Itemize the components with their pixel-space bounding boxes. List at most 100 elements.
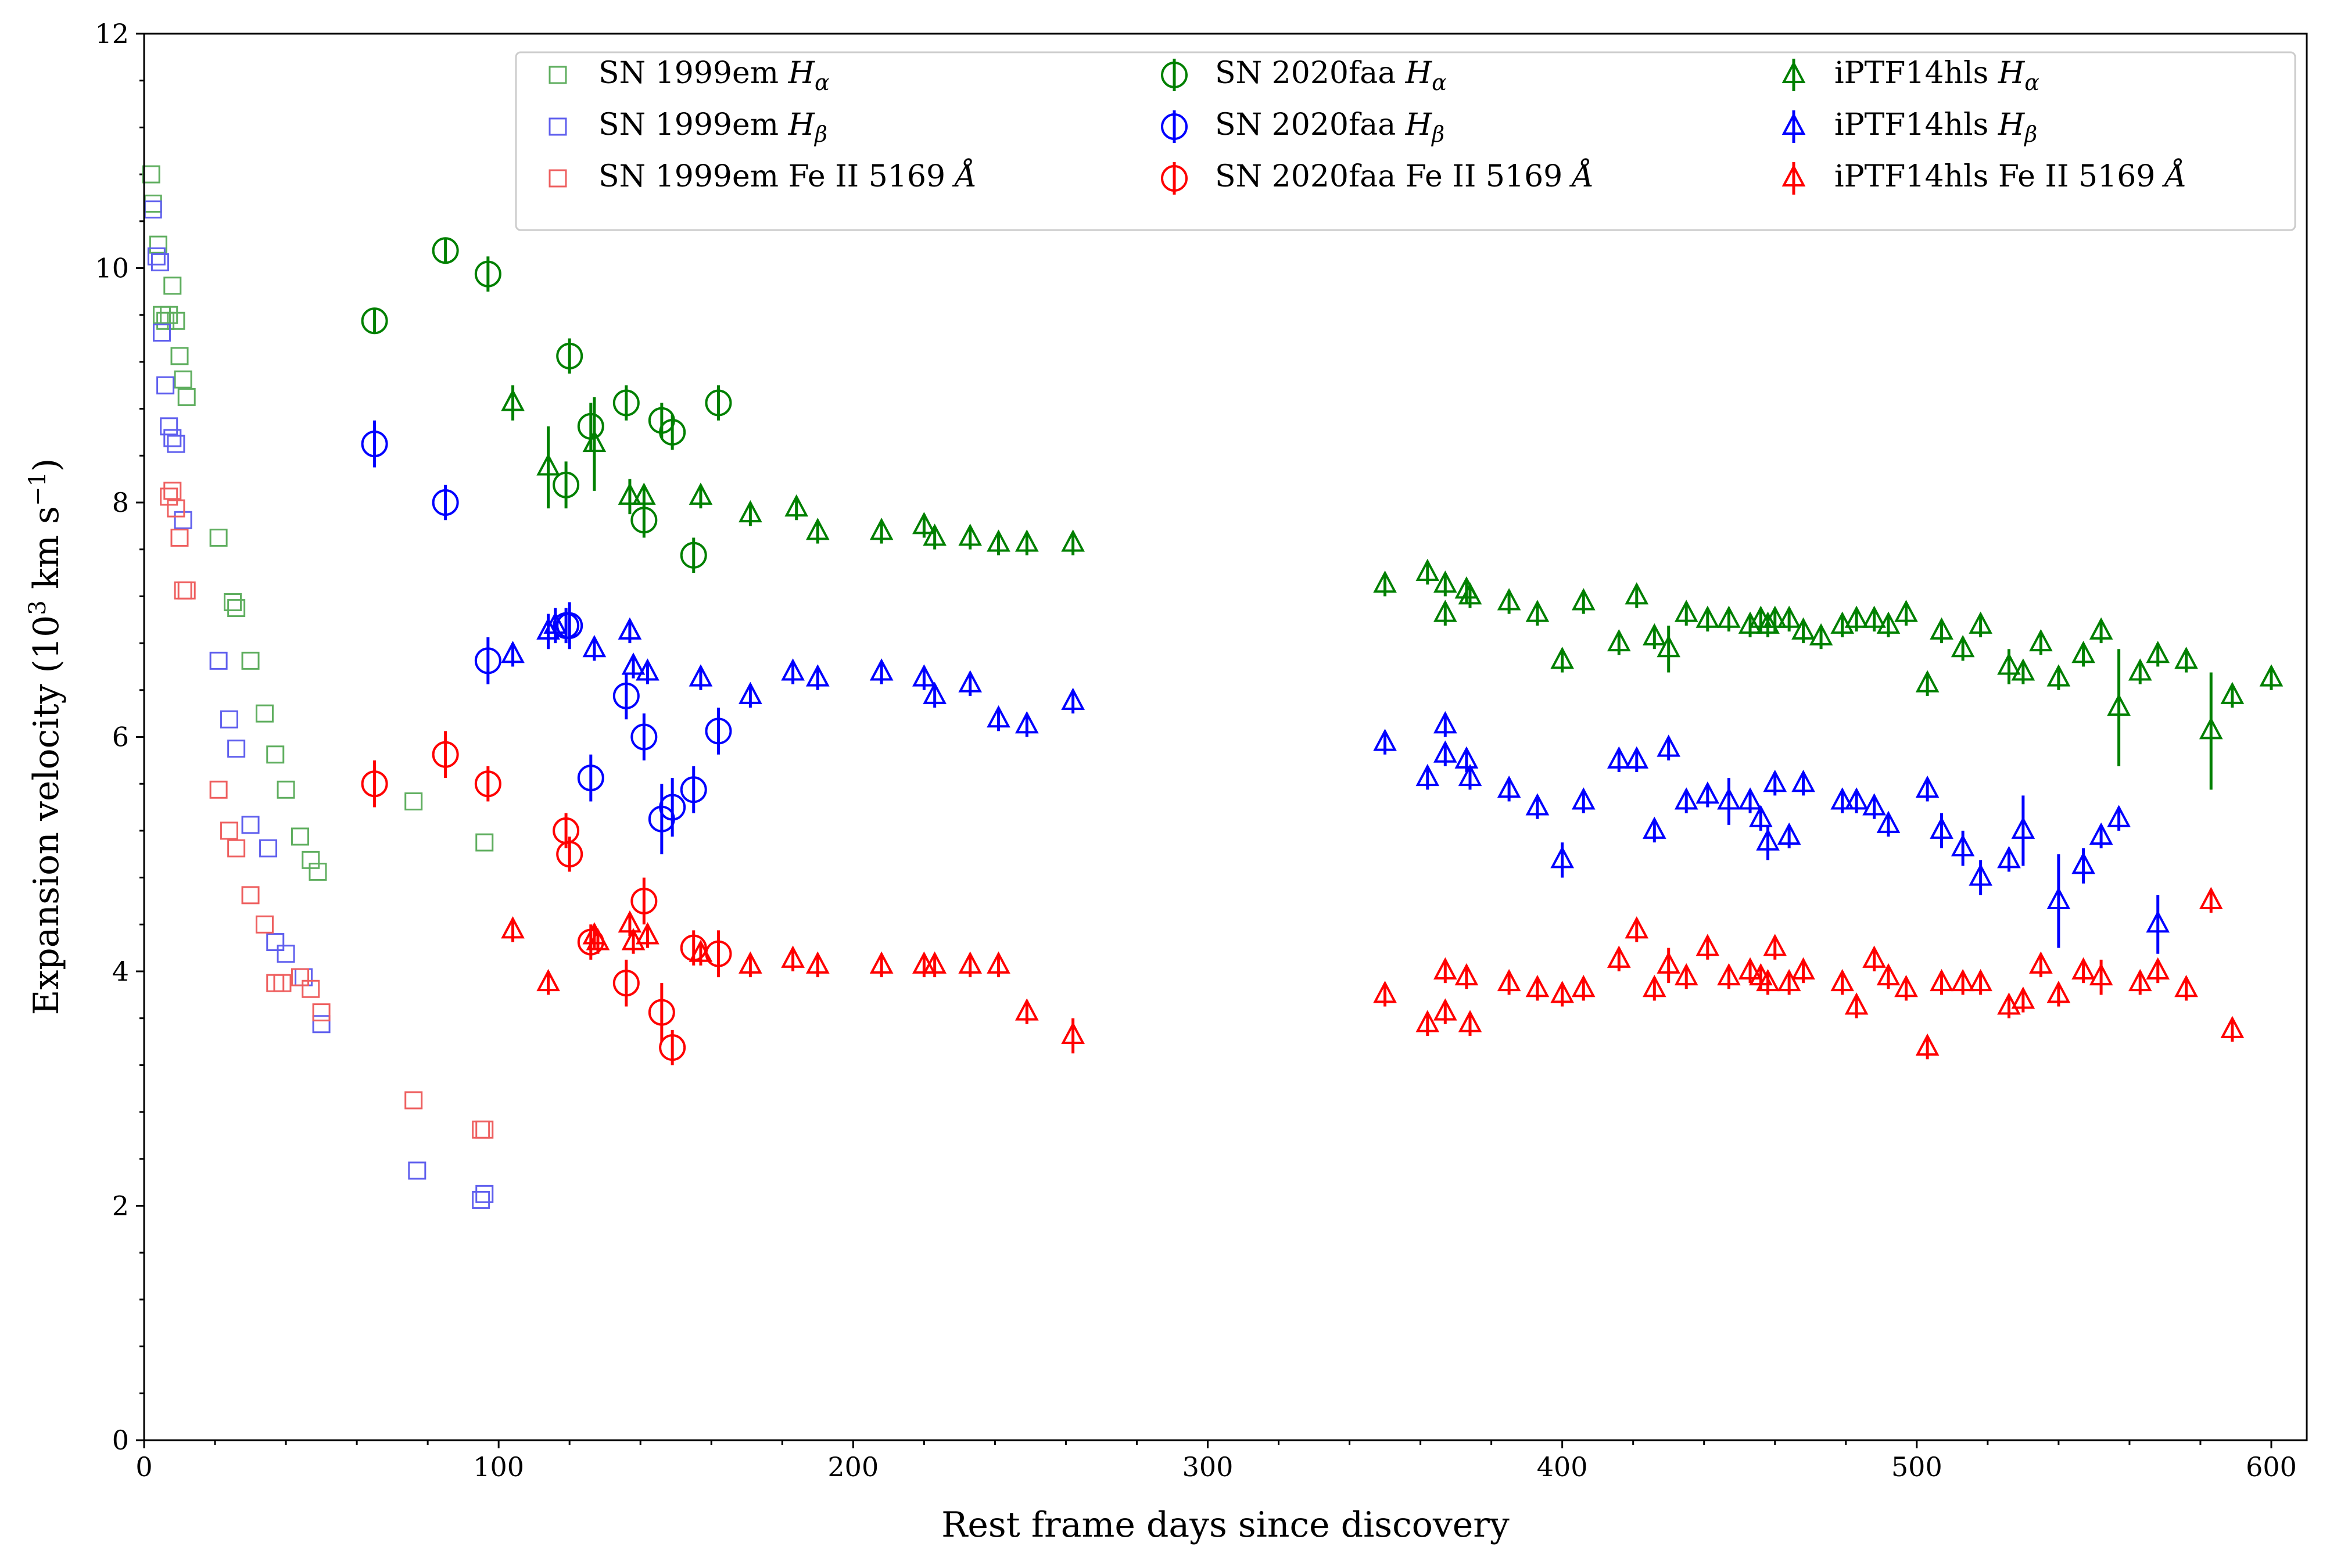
- data-point: [1433, 711, 1457, 734]
- data-point: [586, 928, 610, 950]
- data-point: [2220, 1016, 2245, 1038]
- data-point: [923, 523, 947, 546]
- data-point: [869, 518, 894, 540]
- data-point: [556, 612, 583, 639]
- data-point: [1571, 588, 1596, 611]
- data-point: [1525, 600, 1550, 622]
- data-point: [474, 260, 501, 288]
- data-point: [291, 968, 309, 986]
- data-point: [869, 658, 894, 681]
- x-tick-label: 500: [1891, 1451, 1942, 1483]
- data-point: [302, 851, 320, 869]
- data-point: [1756, 968, 1780, 992]
- data-point: [1433, 740, 1457, 763]
- data-point: [781, 658, 805, 681]
- data-point: [1625, 746, 1649, 769]
- legend-label-prefix: iPTF14hls: [1834, 107, 1998, 142]
- data-point: [2071, 852, 2095, 874]
- data-point: [680, 776, 707, 803]
- y-tick-label: 6: [112, 722, 129, 753]
- data-point: [2107, 693, 2131, 716]
- data-point: [1695, 781, 1720, 804]
- legend-label-prefix: SN 1999em: [598, 107, 788, 142]
- legend-label-symbol: H: [788, 107, 816, 142]
- data-point: [1930, 816, 1953, 839]
- data-point: [1458, 763, 1482, 787]
- data-point: [1894, 600, 1918, 622]
- data-point: [739, 681, 762, 704]
- data-point: [1876, 963, 1901, 986]
- legend-label: iPTF14hls Hα: [1834, 56, 2039, 95]
- legend-label-symbol: Å: [2162, 158, 2187, 194]
- data-point: [805, 518, 830, 540]
- legend-label: SN 2020faa Hα: [1215, 56, 1447, 95]
- data-point: [553, 471, 580, 498]
- legend-label-prefix: iPTF14hls: [1834, 56, 1998, 91]
- data-point: [1930, 968, 1953, 992]
- data-point: [2046, 664, 2071, 687]
- legend-label-subscript: α: [815, 70, 830, 95]
- data-point: [160, 417, 178, 436]
- data-point: [2174, 647, 2198, 669]
- data-point: [612, 389, 640, 417]
- data-point: [474, 770, 501, 798]
- data-point: [659, 1034, 686, 1061]
- data-point: [227, 740, 246, 758]
- data-point: [312, 1015, 331, 1034]
- data-point: [987, 705, 1010, 728]
- data-point: [958, 670, 983, 692]
- data-point: [739, 951, 762, 974]
- legend-label-symbol: H: [788, 56, 816, 91]
- data-point: [1862, 605, 1886, 628]
- data-point: [543, 611, 568, 634]
- data-point: [1674, 963, 1698, 986]
- data-point: [2011, 986, 2035, 1009]
- data-point: [1550, 846, 1574, 869]
- data-point: [1550, 647, 1574, 669]
- data-point: [170, 529, 189, 547]
- legend-label-prefix: SN 2020faa Fe II 5169: [1215, 159, 1572, 194]
- series-5: [361, 731, 732, 1065]
- data-point: [432, 237, 459, 264]
- data-point: [912, 512, 936, 534]
- data-point: [1830, 787, 1855, 810]
- data-point: [659, 794, 686, 821]
- legend-label-subscript: β: [1431, 121, 1444, 147]
- data-point: [1625, 582, 1649, 605]
- data-point: [869, 951, 894, 974]
- data-point: [1862, 793, 1886, 816]
- data-point: [163, 482, 182, 500]
- y-axis-label-main: Expansion velocity (10: [26, 615, 67, 1016]
- data-point: [475, 1120, 494, 1139]
- legend-marker: [1781, 164, 1806, 186]
- data-point: [1415, 1010, 1440, 1032]
- data-point: [220, 821, 238, 840]
- data-point: [1415, 558, 1440, 582]
- data-point: [144, 200, 162, 219]
- legend-marker: [549, 169, 567, 188]
- data-point: [1777, 968, 1801, 992]
- data-point: [1930, 617, 1953, 640]
- data-point: [156, 311, 175, 330]
- legend-label-symbol: H: [1405, 56, 1433, 91]
- data-point: [2046, 887, 2071, 909]
- data-point: [1674, 787, 1698, 810]
- data-point: [689, 939, 713, 962]
- y-tick-label: 2: [112, 1190, 129, 1222]
- legend-label-symbol: H: [1405, 107, 1433, 142]
- legend-label-symbol: H: [1998, 56, 2026, 91]
- data-series: [142, 165, 2284, 1209]
- data-point: [1657, 734, 1681, 757]
- data-point: [472, 1120, 490, 1139]
- data-point: [142, 165, 160, 184]
- data-point: [177, 387, 196, 406]
- data-point: [2011, 816, 2035, 839]
- data-point: [1433, 600, 1457, 622]
- legend-label-prefix: SN 2020faa: [1215, 56, 1406, 91]
- data-point: [618, 617, 642, 640]
- data-point: [167, 499, 185, 518]
- data-point: [160, 306, 178, 324]
- data-point: [472, 1190, 490, 1209]
- data-point: [612, 970, 640, 997]
- data-point: [163, 429, 182, 447]
